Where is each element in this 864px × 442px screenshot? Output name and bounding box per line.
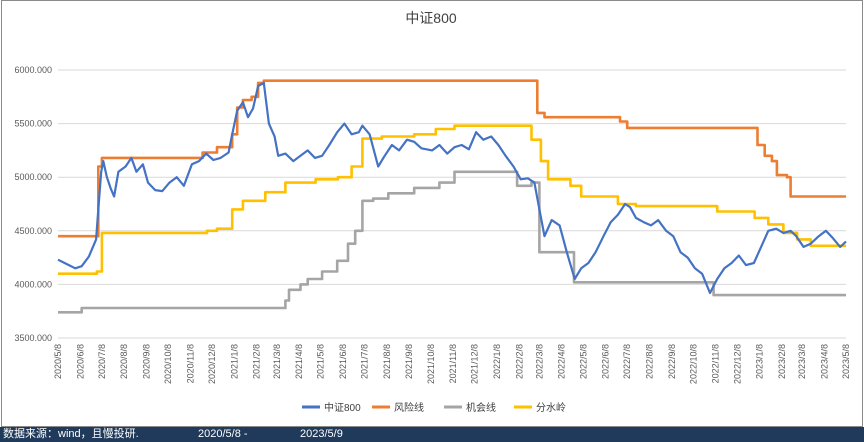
x-tick-label: 2022/12/8 <box>732 344 742 384</box>
chart-title: 中证800 <box>405 10 457 26</box>
x-tick-label: 2020/8/8 <box>119 344 129 379</box>
x-tick-label: 2021/1/8 <box>229 344 239 379</box>
y-tick-label: 6000.000 <box>14 65 52 75</box>
x-tick-label: 2021/2/8 <box>252 344 262 379</box>
x-tick-label: 2021/7/8 <box>360 344 370 379</box>
y-tick-label: 3500.000 <box>14 333 52 343</box>
x-tick-label: 2020/11/8 <box>185 344 195 383</box>
x-tick-label: 2023/2/8 <box>777 344 787 379</box>
x-tick-label: 2022/11/8 <box>711 344 721 383</box>
x-tick-label: 2023/1/8 <box>755 344 765 379</box>
x-tick-label: 2021/9/8 <box>404 344 414 379</box>
x-tick-label: 2022/8/8 <box>645 344 655 379</box>
x-tick-label: 2022/7/8 <box>622 344 632 379</box>
x-tick-label: 2021/4/8 <box>294 344 304 379</box>
y-tick-label: 4500.000 <box>14 226 52 236</box>
x-tick-label: 2022/3/8 <box>534 344 544 379</box>
series-line-2 <box>58 79 846 238</box>
legend-label: 分水岭 <box>536 401 566 414</box>
x-tick-label: 2021/8/8 <box>382 344 392 379</box>
x-tick-label: 2020/9/8 <box>142 344 152 379</box>
x-tick-label: 2022/4/8 <box>557 344 567 379</box>
legend-label: 风险线 <box>394 401 424 414</box>
legend-label: 机会线 <box>466 401 496 414</box>
x-tick-label: 2020/5/8 <box>53 344 63 379</box>
footer-date-to: 2023/5/9 <box>300 428 343 440</box>
x-tick-label: 2022/5/8 <box>578 344 588 379</box>
x-tick-label: 2022/1/8 <box>492 344 502 379</box>
x-tick-label: 2022/6/8 <box>601 344 611 379</box>
series-line-3 <box>58 170 846 314</box>
x-tick-label: 2022/9/8 <box>667 344 677 379</box>
x-tick-label: 2022/10/8 <box>688 344 698 384</box>
x-tick-label: 2021/10/8 <box>426 344 436 384</box>
chart-frame <box>1 0 863 427</box>
x-tick-label: 2020/6/8 <box>75 344 85 379</box>
x-tick-label: 2020/12/8 <box>207 344 217 384</box>
x-tick-label: 2021/5/8 <box>316 344 326 379</box>
x-tick-label: 2020/10/8 <box>163 344 173 384</box>
y-tick-label: 5000.000 <box>14 172 52 182</box>
x-tick-label: 2023/4/8 <box>819 344 829 379</box>
line-chart: 6000.000 5500.000 5000.000 4500.000 4000.000… <box>14 65 851 414</box>
y-tick-label: 4000.000 <box>14 279 52 289</box>
footer-source: 数据来源：wind，且慢投研. <box>3 428 139 440</box>
x-tick-label: 2023/5/8 <box>841 344 851 379</box>
x-tick-label: 2023/3/8 <box>797 344 807 379</box>
x-tick-label: 2021/11/8 <box>448 344 458 383</box>
x-tick-label: 2021/3/8 <box>272 344 282 379</box>
series-line-1 <box>57 81 847 295</box>
y-tick-label: 5500.000 <box>14 119 52 129</box>
footer-bar: 数据来源：wind，且慢投研. 2020/5/8 - 2023/5/9 <box>0 427 864 442</box>
legend-label: 中证800 <box>324 401 361 414</box>
x-tick-label: 2021/12/8 <box>470 344 480 384</box>
x-tick-label: 2021/6/8 <box>338 344 348 379</box>
x-tick-label: 2020/7/8 <box>97 344 107 379</box>
footer-date-from: 2020/5/8 - <box>198 428 248 440</box>
series-line-4 <box>58 124 846 275</box>
x-tick-label: 2022/2/8 <box>514 344 524 379</box>
